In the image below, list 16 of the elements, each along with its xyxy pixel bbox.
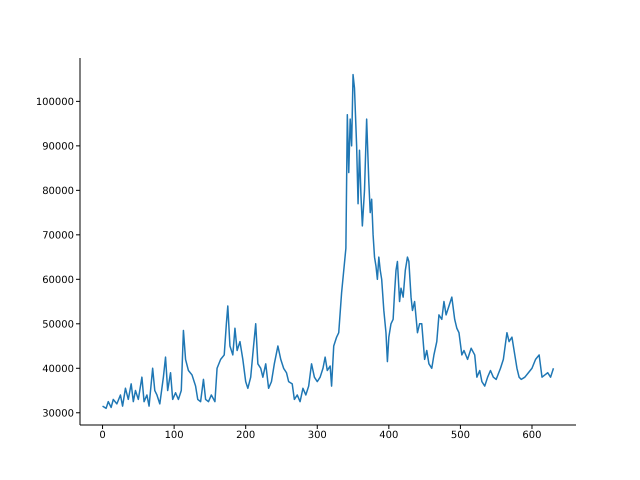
y-tick-label: 90000 (42, 141, 74, 152)
x-tick-label: 300 (308, 430, 327, 442)
x-tick-label: 0 (99, 430, 106, 442)
y-tick-label: 60000 (42, 274, 74, 286)
y-tick-label: 40000 (42, 364, 74, 375)
x-tick-label: 100 (164, 430, 184, 442)
line-series (102, 74, 554, 410)
x-tick-label: 600 (522, 430, 542, 442)
x-tick-label: 200 (236, 430, 256, 442)
y-tick-label: 100000 (36, 96, 74, 108)
y-tick-label: 70000 (42, 230, 74, 242)
x-tick-label: 500 (450, 430, 470, 442)
x-tick-label: 400 (379, 430, 398, 442)
y-tick-label: 50000 (42, 319, 74, 330)
y-tick-label: 80000 (42, 186, 74, 197)
y-tick-label: 30000 (42, 408, 74, 420)
